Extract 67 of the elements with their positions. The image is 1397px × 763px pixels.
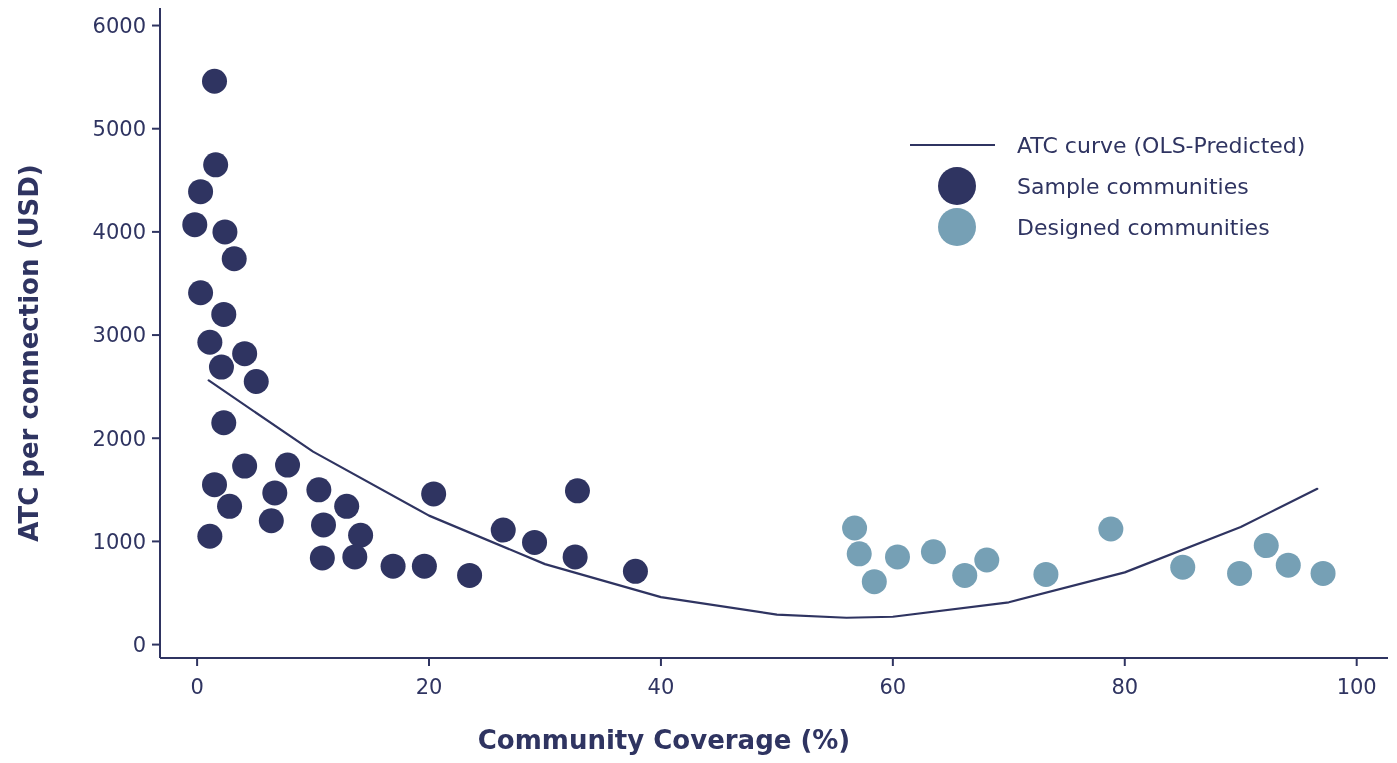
point: [885, 544, 910, 570]
y-tick-label: 1000: [92, 529, 146, 554]
point: [334, 493, 360, 519]
point: [211, 410, 237, 436]
point: [202, 472, 227, 498]
x-tick-label: 80: [1111, 675, 1139, 699]
point: [411, 553, 437, 579]
point: [622, 558, 648, 584]
legend-label: ATC curve (OLS-Predicted): [1017, 132, 1306, 158]
point: [490, 517, 516, 543]
point: [202, 68, 227, 94]
point: [861, 569, 887, 595]
point: [211, 301, 237, 327]
y-tick-label: 2000: [92, 426, 146, 451]
legend-label: Sample communities: [1017, 173, 1249, 199]
point: [1227, 560, 1253, 586]
point: [262, 480, 288, 506]
point: [1275, 552, 1301, 578]
x-axis-title: Community Coverage (%): [477, 725, 851, 755]
point: [421, 481, 447, 507]
y-tick-label: 4000: [92, 220, 146, 245]
point: [188, 280, 214, 306]
point: [232, 341, 258, 367]
x-tick-label: 60: [879, 675, 907, 699]
point: [564, 478, 590, 504]
point: [380, 553, 406, 579]
x-tick-label: 20: [415, 675, 443, 699]
point: [309, 545, 335, 571]
point: [342, 544, 368, 570]
x-tick-label: 0: [190, 675, 204, 699]
y-tick-label: 6000: [92, 13, 146, 38]
x-tick-label: 100: [1336, 675, 1377, 699]
point: [1253, 533, 1279, 559]
point: [457, 562, 483, 588]
legend-label: Designed communities: [1017, 214, 1270, 240]
point: [348, 522, 374, 548]
point: [203, 152, 229, 178]
point: [1098, 516, 1124, 542]
point: [1033, 561, 1059, 587]
point: [1170, 554, 1196, 580]
point: [952, 562, 978, 588]
point: [197, 523, 223, 549]
point: [243, 368, 269, 394]
point: [212, 219, 238, 245]
point: [258, 508, 284, 534]
point: [188, 179, 214, 205]
point: [311, 512, 336, 538]
point: [208, 354, 234, 380]
point: [232, 453, 258, 479]
point: [522, 529, 548, 555]
x-tick-label: 40: [647, 675, 675, 699]
point: [846, 541, 872, 567]
point: [974, 547, 1000, 573]
point: [217, 493, 243, 519]
point: [920, 539, 946, 565]
y-tick-label: 5000: [92, 117, 146, 142]
point: [562, 544, 588, 570]
point: [197, 329, 223, 355]
y-axis-title: ATC per connection (USD): [14, 164, 44, 542]
point: [275, 452, 301, 478]
point: [842, 515, 868, 541]
point: [221, 246, 247, 272]
point: [306, 477, 332, 503]
point: [1310, 560, 1336, 586]
point: [182, 212, 208, 238]
y-tick-label: 3000: [92, 323, 146, 348]
y-tick-label: 0: [132, 632, 146, 657]
